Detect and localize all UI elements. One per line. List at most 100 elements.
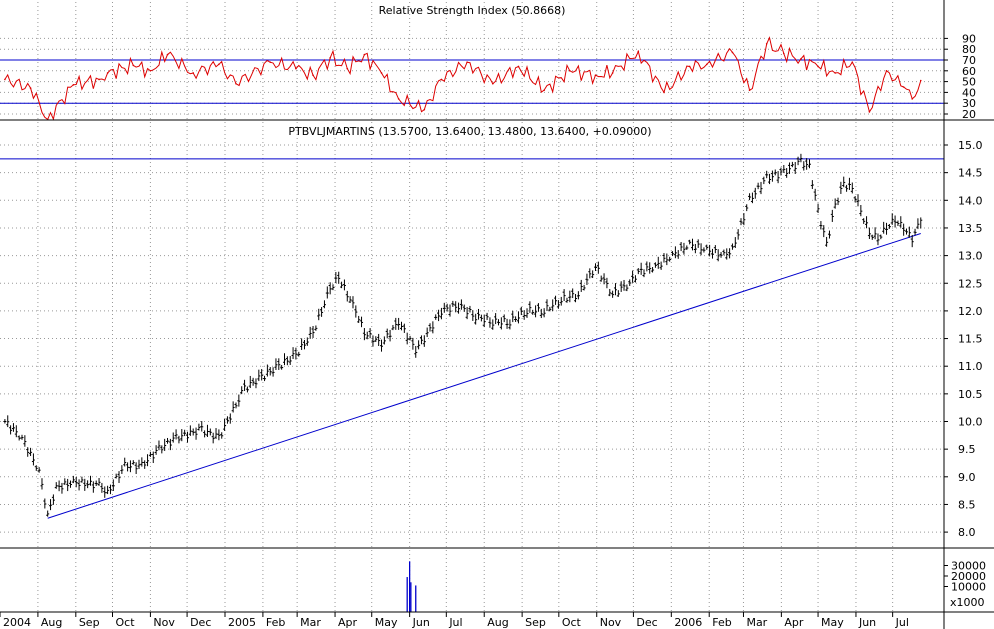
x-axis-label: Jun [412, 616, 430, 629]
x-axis: 2004 Aug Sep Oct Nov Dec 2005 Feb Mar Apr May Jun Ju… [0, 612, 909, 629]
rsi-data-point [491, 82, 494, 85]
price-tick-label: 9.5 [958, 443, 976, 456]
rsi-data-point [517, 65, 520, 68]
rsi-data-point [29, 87, 32, 89]
rsi-tick-label: 30 [962, 97, 976, 110]
x-axis-label: Jun [858, 616, 876, 629]
rsi-data-point [885, 70, 888, 72]
price-tick-label: 11.0 [958, 360, 983, 373]
rsi-tick-label: 60 [962, 65, 976, 78]
price-tick-label: 11.5 [958, 333, 983, 346]
rsi-data-point [363, 53, 366, 56]
volume-unit-label: x1000 [950, 596, 985, 609]
rsi-data-point [106, 72, 109, 74]
volume-tick-label: 30000 [951, 560, 986, 573]
rsi-data-point [911, 98, 914, 100]
x-axis-label: Sep [79, 616, 100, 629]
rsi-data-point [192, 72, 195, 74]
x-axis-label: Oct [115, 616, 135, 629]
x-axis-label: 2005 [228, 616, 256, 629]
x-axis-label: Apr [338, 616, 358, 629]
x-axis-label: 2004 [3, 616, 31, 629]
rsi-title: Relative Strength Index (50.8668) [379, 4, 566, 17]
rsi-data-point [688, 65, 691, 68]
rsi-data-point [166, 53, 169, 56]
rsi-tick-label: 90 [962, 32, 976, 45]
rsi-data-point [235, 82, 237, 85]
x-axis-label: Mar [746, 616, 767, 629]
x-axis-label: May [375, 616, 398, 629]
x-axis-label: Apr [784, 616, 804, 629]
x-axis-label: Nov [153, 616, 175, 629]
rsi-data-point [834, 72, 836, 74]
price-tick-label: 14.5 [958, 167, 983, 180]
rsi-data-point [98, 78, 100, 81]
price-tick-label: 15.0 [958, 139, 983, 152]
rsi-data-point [132, 64, 135, 67]
rsi-data-point [868, 111, 871, 113]
x-axis-label: 2006 [674, 616, 702, 629]
rsi-data-point [149, 70, 152, 72]
x-axis-label: Feb [712, 616, 731, 629]
rsi-data-point [312, 74, 314, 76]
price-tick-label: 13.5 [958, 222, 983, 235]
price-tick-label: 10.5 [958, 388, 983, 401]
price-tick-label: 13.0 [958, 250, 983, 263]
rsi-panel: Relative Strength Index (50.8668) 203040… [0, 4, 976, 121]
price-tick-label: 8.0 [958, 526, 976, 539]
rsi-data-point [543, 89, 545, 92]
rsi-data-point [851, 61, 854, 63]
price-tick-label: 9.0 [958, 471, 976, 484]
rsi-data-point [295, 67, 297, 70]
rsi-data-point [919, 79, 922, 82]
rsi-tick-label: 40 [962, 86, 976, 99]
rsi-data-point [594, 74, 597, 76]
x-axis-label: Oct [562, 616, 582, 629]
rsi-data-point [663, 91, 665, 94]
volume-tick-label: 10000 [951, 581, 986, 594]
rsi-tick-label: 50 [962, 76, 976, 89]
price-tick-label: 12.5 [958, 277, 983, 290]
rsi-data-point [346, 67, 349, 70]
rsi-data-point [380, 72, 383, 74]
price-tick-label: 8.5 [958, 498, 976, 511]
rsi-data-point [765, 43, 768, 45]
rsi-data-point [731, 51, 734, 54]
rsi-data-point [397, 98, 400, 100]
rsi-data-point [817, 65, 819, 68]
rsi-data-point [4, 78, 6, 81]
x-axis-label: Aug [487, 616, 508, 629]
x-axis-label: Jul [448, 616, 462, 629]
price-tick-label: 14.0 [958, 194, 983, 207]
rsi-series-line [4, 36, 922, 121]
x-axis-label: Mar [300, 616, 321, 629]
rsi-data-point [748, 89, 751, 92]
rsi-data-point [637, 50, 640, 53]
x-axis-label: Sep [525, 616, 546, 629]
x-axis-label: Jul [895, 616, 909, 629]
rsi-data-point [783, 52, 785, 55]
price-panel: PTBVLJMARTINS (13.5700, 13.6400, 13.4800… [0, 125, 983, 539]
rsi-data-point [569, 70, 571, 72]
rsi-data-point [269, 61, 272, 63]
x-axis-label: Aug [41, 616, 62, 629]
price-tick-label: 10.0 [958, 416, 983, 429]
rsi-data-point [72, 84, 75, 86]
x-axis-label: Dec [190, 616, 211, 629]
volume-tick-label: 20000 [951, 570, 986, 583]
rsi-data-point [440, 78, 443, 81]
rsi-tick-label: 70 [962, 54, 976, 67]
x-axis-label: Feb [266, 616, 285, 629]
x-axis-label: Nov [600, 616, 622, 629]
rsi-data-point [218, 63, 220, 66]
rsi-data-point [329, 57, 331, 59]
x-axis-label: Dec [636, 616, 657, 629]
rsi-data-point [800, 58, 802, 60]
rsi-tick-label: 20 [962, 108, 976, 121]
rsi-data-point [902, 86, 905, 88]
rsi-data-point [423, 108, 426, 111]
rsi-data-point [611, 72, 614, 74]
